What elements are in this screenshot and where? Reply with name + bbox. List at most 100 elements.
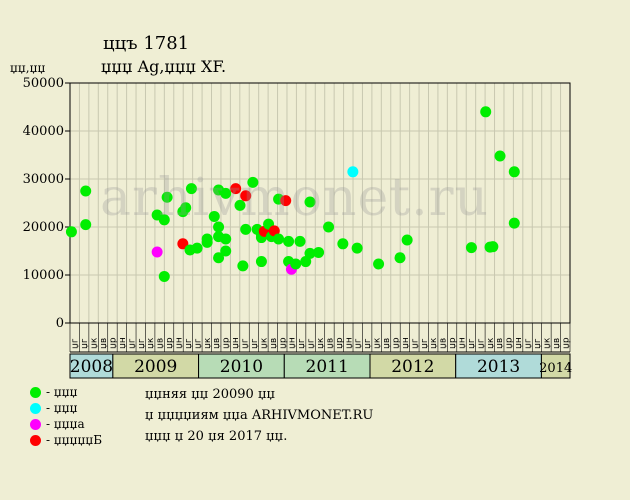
data-point-green: [304, 196, 316, 208]
source-note: џ џџџџиям џџа ARHIVMONET.RU: [145, 408, 374, 423]
data-point-green: [240, 223, 252, 235]
month-tick-label: џг: [137, 338, 147, 349]
date-note: џџџ џ 20 џя 2017 џџ.: [145, 429, 288, 444]
year-label: 2014: [539, 361, 572, 376]
data-point-green: [191, 242, 203, 254]
month-tick-label: џг: [410, 338, 420, 349]
data-point-green: [337, 238, 349, 250]
month-tick-label: џг: [250, 338, 260, 349]
month-tick-label: џг: [476, 338, 486, 349]
data-point-green: [487, 241, 499, 253]
year-band: [112, 353, 200, 379]
data-point-green: [65, 226, 77, 238]
data-point-green: [180, 202, 192, 214]
y-tick-label: 10000: [23, 268, 64, 283]
y-tick-label: 20000: [23, 220, 64, 235]
year-label: 2011: [306, 357, 349, 377]
month-tick-label: џг: [127, 338, 137, 349]
month-tick-label: џг: [524, 338, 534, 349]
data-point-green: [161, 191, 173, 203]
data-point-green: [508, 166, 520, 178]
month-tick-label: џв: [552, 338, 562, 349]
year-band: [198, 353, 285, 379]
month-tick-label: џн: [514, 337, 524, 349]
month-tick-label: џр: [561, 337, 571, 349]
data-point-green: [237, 260, 249, 272]
month-tick-label: џв: [495, 338, 505, 349]
legend-item-green: - џџџ: [30, 384, 102, 400]
month-tick-label: џн: [174, 337, 184, 349]
data-point-green: [220, 245, 232, 257]
plot-border: [69, 82, 571, 324]
month-tick-label: џк: [373, 337, 383, 349]
month-tick-label: џк: [316, 337, 326, 349]
month-tick-label: џн: [118, 337, 128, 349]
data-point-red: [268, 225, 280, 237]
y-tick-label: 40000: [23, 124, 64, 139]
data-point-green: [234, 199, 246, 211]
legend-item-red: - џџџџџБ: [30, 432, 102, 448]
data-point-green: [273, 233, 285, 245]
legend-label: - џџџа: [46, 417, 85, 431]
notes: џџняя џџ 20090 џџ џ џџџџиям џџа ARHIVMON…: [145, 384, 373, 447]
legend-item-cyan: - џџџ: [30, 400, 102, 416]
red-dot-icon: [30, 434, 41, 446]
data-point-green: [158, 214, 170, 226]
year-label: 2008: [70, 357, 113, 377]
data-point-green: [201, 233, 213, 245]
legend: - џџџ - џџџ - џџџа - џџџџџБ: [30, 384, 102, 448]
chart-title: ццъ 1781: [103, 33, 190, 54]
month-tick-label: џр: [391, 337, 401, 349]
month-tick-label: џг: [307, 338, 317, 349]
data-point-green: [158, 270, 170, 282]
month-tick-label: џв: [156, 338, 166, 349]
month-tick-label: џг: [241, 338, 251, 349]
data-point-green: [213, 252, 225, 264]
month-tick-label: џк: [146, 337, 156, 349]
data-point-green: [220, 187, 232, 199]
month-tick-label: џв: [212, 338, 222, 349]
month-tick-label: џг: [354, 338, 364, 349]
y-tick-label: 50000: [23, 76, 64, 91]
data-point-green: [185, 183, 197, 195]
data-point-red: [240, 190, 252, 202]
year-label: 2012: [391, 357, 434, 377]
data-point-green: [80, 219, 92, 231]
data-point-green: [373, 258, 385, 270]
year-label: 2013: [477, 357, 520, 377]
y-tick-label: 0: [56, 316, 64, 331]
month-tick-label: џг: [363, 338, 373, 349]
data-point-green: [213, 221, 225, 233]
month-tick-label: џг: [184, 338, 194, 349]
month-tick-label: џв: [269, 338, 279, 349]
data-point-green: [401, 234, 413, 246]
legend-label: - џџџ: [46, 401, 78, 415]
data-point-green: [80, 185, 92, 197]
data-point-red: [177, 238, 189, 250]
data-point-green: [494, 150, 506, 162]
data-point-green: [351, 242, 363, 254]
month-tick-label: џг: [297, 338, 307, 349]
month-tick-label: џк: [486, 337, 496, 349]
data-point-green: [313, 246, 325, 258]
data-point-green: [247, 176, 259, 188]
legend-label: - џџџ: [46, 385, 78, 399]
month-tick-label: џр: [505, 337, 515, 349]
month-tick-label: џг: [533, 338, 543, 349]
data-point-green: [394, 252, 406, 264]
data-point-magenta: [151, 246, 163, 258]
month-tick-label: џн: [344, 337, 354, 349]
month-tick-label: џг: [71, 338, 81, 349]
data-point-red: [280, 195, 292, 207]
y-tick-label: 30000: [23, 172, 64, 187]
month-tick-label: џв: [439, 338, 449, 349]
month-tick-label: џн: [458, 337, 468, 349]
data-point-green: [508, 217, 520, 229]
chart-subtitle: џџџ Ag,џџџ XF.: [101, 57, 227, 76]
year-label: 2009: [134, 357, 177, 377]
data-point-green: [255, 256, 267, 268]
cyan-dot-icon: [30, 402, 41, 414]
month-tick-label: џг: [80, 338, 90, 349]
month-tick-label: џк: [259, 337, 269, 349]
